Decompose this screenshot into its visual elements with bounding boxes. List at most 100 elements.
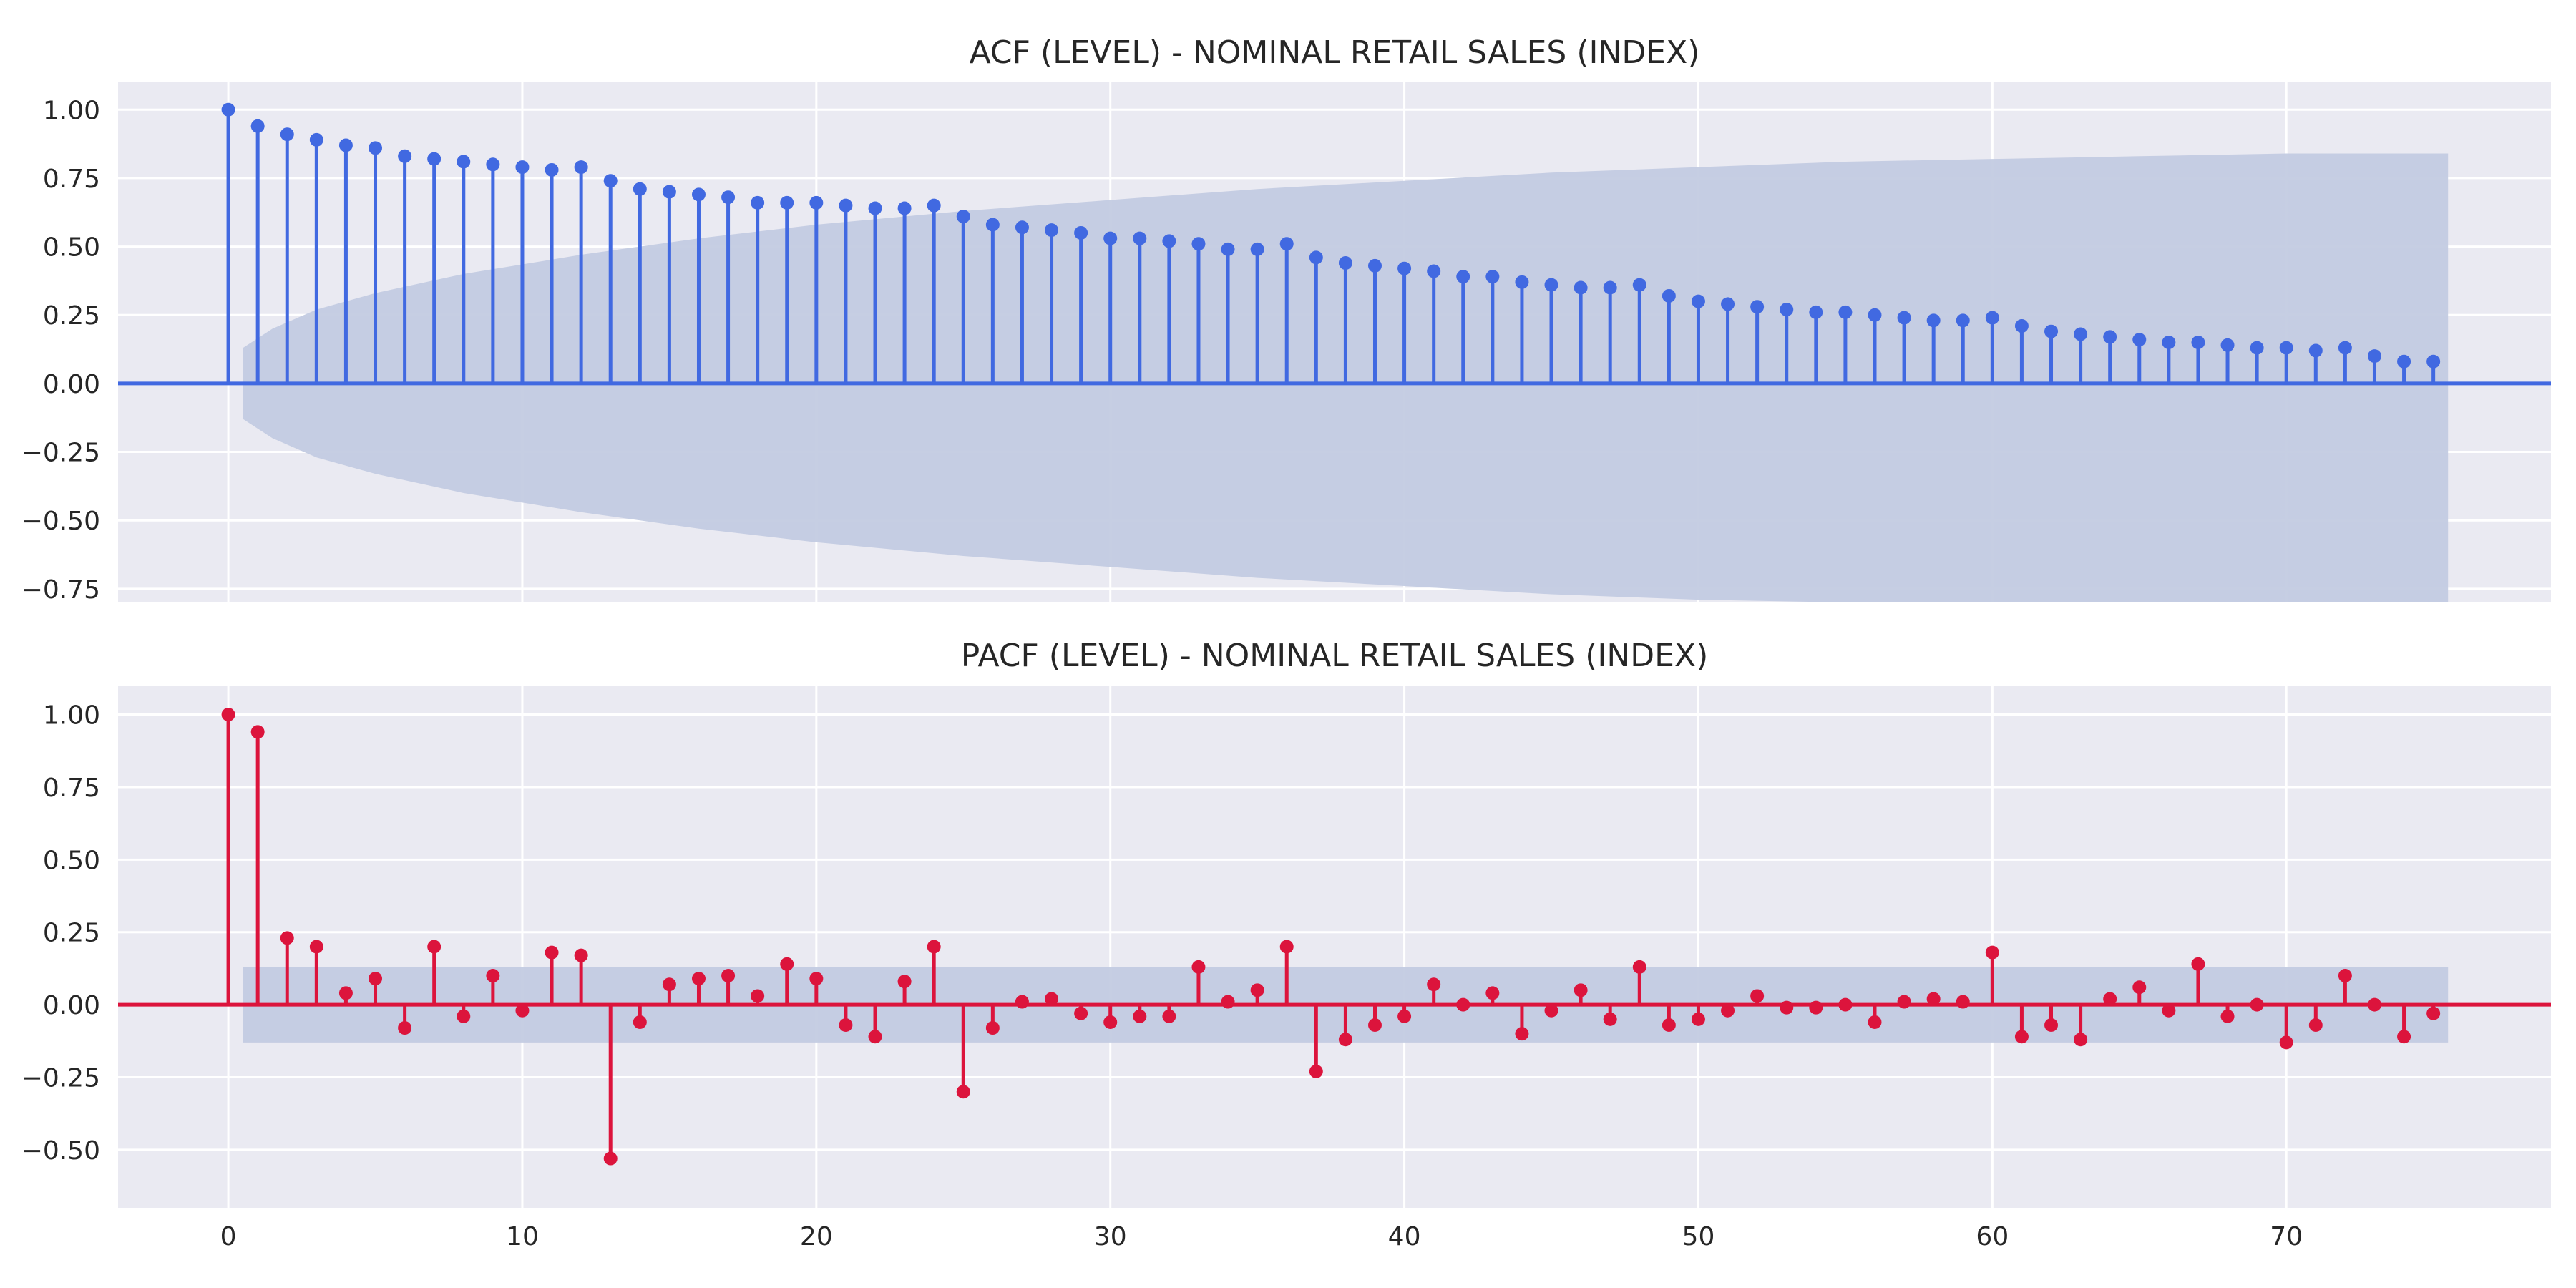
pacf-marker-46	[1574, 983, 1588, 997]
acf-marker-45	[1544, 278, 1558, 292]
acf-marker-75	[2426, 354, 2441, 369]
pacf-marker-3	[309, 940, 323, 954]
pacf-marker-62	[2044, 1018, 2059, 1032]
acf-marker-44	[1515, 275, 1529, 289]
acf-marker-68	[2220, 338, 2235, 352]
acf-marker-64	[2103, 330, 2117, 344]
pacf-x-tick-label: 10	[506, 1222, 539, 1252]
acf-marker-65	[2132, 333, 2147, 347]
acf-marker-38	[1338, 256, 1352, 270]
pacf-marker-30	[1103, 1015, 1118, 1029]
acf-marker-54	[1809, 305, 1823, 319]
acf-marker-60	[1985, 311, 1999, 325]
acf-marker-67	[2191, 336, 2205, 349]
pacf-marker-74	[2397, 1030, 2411, 1044]
pacf-marker-29	[1074, 1006, 1088, 1020]
pacf-marker-39	[1367, 1018, 1382, 1032]
acf-marker-47	[1603, 280, 1617, 295]
pacf-marker-40	[1397, 1009, 1412, 1023]
pacf-x-tick-label: 0	[220, 1222, 237, 1252]
acf-marker-74	[2397, 354, 2411, 369]
acf-y-tick-label: 0.00	[43, 370, 100, 399]
pacf-marker-61	[2014, 1030, 2029, 1044]
pacf-x-tick-label: 40	[1388, 1222, 1421, 1252]
acf-marker-28	[1045, 223, 1059, 238]
pacf-marker-58	[1926, 992, 1941, 1006]
acf-marker-13	[603, 174, 618, 188]
acf-marker-43	[1485, 270, 1500, 284]
acf-panel: 1.00 0.75 0.50 0.25 0.00 −0.25 −0.50 −0.75 ACF (…	[21, 34, 2551, 605]
pacf-marker-4	[338, 986, 353, 1000]
acf-marker-12	[574, 160, 588, 175]
pacf-marker-22	[868, 1030, 882, 1044]
acf-marker-25	[956, 209, 970, 223]
pacf-y-tick-label: 0.00	[43, 991, 100, 1020]
pacf-marker-5	[369, 972, 383, 986]
pacf-y-tick-label: 0.25	[43, 919, 100, 948]
pacf-marker-69	[2250, 997, 2264, 1012]
pacf-marker-52	[1750, 989, 1765, 1003]
pacf-marker-59	[1956, 995, 1970, 1009]
pacf-marker-28	[1045, 992, 1059, 1006]
pacf-y-tick-label: 0.50	[43, 846, 100, 875]
acf-marker-32	[1162, 234, 1176, 248]
acf-marker-50	[1691, 294, 1705, 308]
pacf-marker-38	[1338, 1033, 1352, 1047]
pacf-marker-2	[280, 931, 294, 945]
pacf-marker-45	[1544, 1003, 1558, 1018]
pacf-marker-50	[1691, 1012, 1705, 1026]
acf-y-tick-label: 0.25	[43, 301, 100, 331]
pacf-marker-65	[2132, 980, 2147, 995]
pacf-marker-53	[1780, 1000, 1794, 1015]
pacf-marker-11	[545, 945, 559, 960]
pacf-marker-43	[1485, 986, 1500, 1000]
pacf-marker-57	[1897, 995, 1911, 1009]
acf-marker-40	[1397, 261, 1412, 275]
acf-marker-20	[809, 195, 824, 210]
acf-y-tick-label: 0.75	[43, 165, 100, 194]
pacf-marker-64	[2103, 992, 2117, 1006]
pacf-marker-55	[1838, 997, 1853, 1012]
acf-marker-33	[1191, 237, 1206, 251]
acf-marker-36	[1279, 237, 1294, 251]
pacf-y-tick-label: −0.50	[21, 1136, 100, 1166]
pacf-marker-18	[751, 989, 765, 1003]
pacf-marker-19	[780, 957, 794, 971]
acf-marker-46	[1574, 280, 1588, 295]
acf-marker-59	[1956, 313, 1970, 328]
pacf-marker-10	[515, 1003, 530, 1018]
acf-marker-70	[2279, 341, 2293, 355]
pacf-marker-31	[1133, 1009, 1147, 1023]
pacf-marker-14	[633, 1015, 647, 1029]
pacf-marker-49	[1662, 1018, 1676, 1032]
acf-marker-18	[751, 195, 765, 210]
acf-marker-71	[2308, 343, 2323, 358]
acf-y-tick-label: 0.50	[43, 233, 100, 263]
pacf-marker-25	[956, 1085, 970, 1099]
pacf-marker-66	[2162, 1003, 2176, 1018]
acf-marker-19	[780, 195, 794, 210]
pacf-marker-72	[2338, 969, 2352, 983]
pacf-marker-6	[398, 1021, 412, 1035]
acf-marker-5	[369, 141, 383, 155]
acf-marker-57	[1897, 311, 1911, 325]
acf-marker-4	[338, 138, 353, 152]
acf-marker-51	[1721, 297, 1735, 311]
pacf-marker-20	[809, 972, 824, 986]
pacf-marker-21	[839, 1018, 853, 1032]
acf-marker-17	[721, 190, 736, 205]
acf-marker-16	[691, 187, 706, 202]
pacf-marker-41	[1427, 977, 1441, 992]
pacf-marker-75	[2426, 1006, 2441, 1020]
pacf-plot-area	[118, 686, 2551, 1208]
acf-marker-0	[221, 102, 235, 117]
pacf-y-tick-label: 0.75	[43, 774, 100, 803]
pacf-marker-37	[1309, 1064, 1323, 1078]
acf-y-tick-label: −0.50	[21, 507, 100, 536]
pacf-marker-33	[1191, 960, 1206, 974]
acf-y-tick-label: 1.00	[43, 96, 100, 125]
pacf-x-tick-label: 20	[800, 1222, 833, 1252]
pacf-marker-32	[1162, 1009, 1176, 1023]
pacf-marker-63	[2074, 1033, 2088, 1047]
acf-marker-15	[662, 185, 676, 199]
